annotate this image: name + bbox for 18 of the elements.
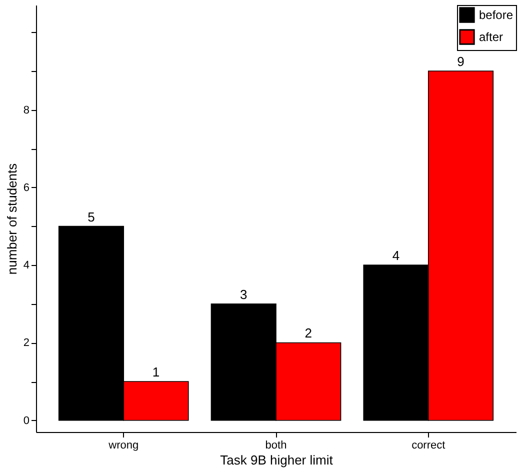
y-tick-label: 0 xyxy=(23,414,30,427)
legend-label: before xyxy=(479,8,514,22)
y-tick-label: 4 xyxy=(23,260,30,272)
y-tick-label: 8 xyxy=(23,104,30,116)
data-label: 2 xyxy=(304,326,312,341)
data-label: 4 xyxy=(392,248,400,264)
x-tick-label: correct xyxy=(412,440,446,452)
y-tick-label: 6 xyxy=(23,182,30,194)
x-tick-label: wrong xyxy=(108,440,139,452)
x-axis-title: Task 9B higher limit xyxy=(220,452,334,468)
x-tick-label: both xyxy=(265,440,287,452)
data-label: 1 xyxy=(152,364,160,380)
data-label: 5 xyxy=(88,209,95,224)
legend-label: after xyxy=(479,30,504,44)
y-tick-label: 2 xyxy=(23,337,30,350)
y-axis-title: number of students xyxy=(4,162,20,275)
data-label: 3 xyxy=(240,286,248,302)
data-label: 9 xyxy=(457,54,464,69)
